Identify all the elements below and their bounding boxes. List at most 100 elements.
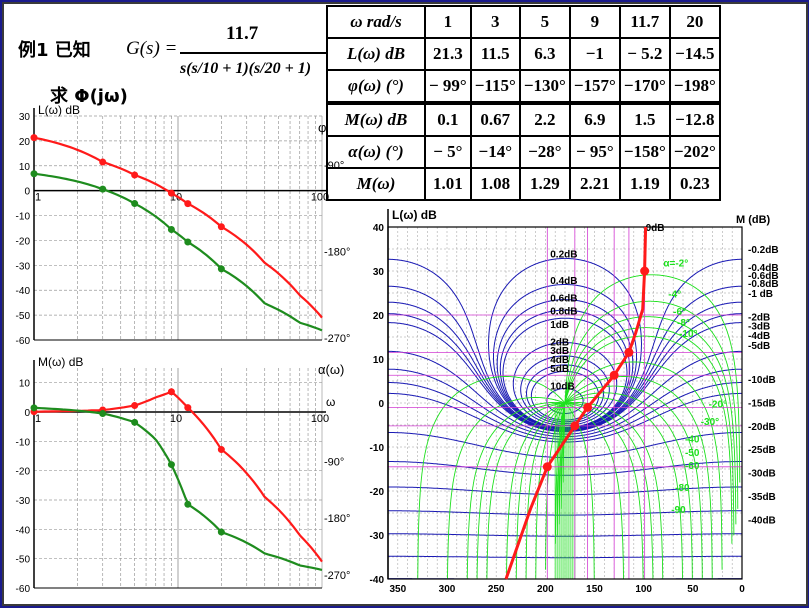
y-tick-label: -60 xyxy=(16,584,31,595)
x-tick-label: 200 xyxy=(537,584,554,595)
m-label: -1 dB xyxy=(748,289,773,300)
y-tick-label: -40 xyxy=(16,286,31,297)
y-tick-label: -30 xyxy=(16,496,31,507)
phase-tick-label: -180° xyxy=(324,513,350,525)
table-cell: 2.21 xyxy=(568,167,621,201)
table-row-label: ω rad/s xyxy=(326,5,426,39)
data-point xyxy=(30,404,38,412)
data-point xyxy=(167,189,175,197)
data-point xyxy=(184,404,192,412)
y-axis-label: M(ω) dB xyxy=(38,355,83,369)
data-table: ω rad/s 1 3 5 9 11.7 20 L(ω) dB 21.3 11.5 6.3 −1− 5… xyxy=(326,5,721,201)
y-tick-label: -30 xyxy=(370,531,385,542)
y-tick-label: 10 xyxy=(373,355,385,366)
example-title: 例1 已知 xyxy=(18,40,91,61)
table-cell: 2.2 xyxy=(518,102,571,137)
m-contour xyxy=(496,299,634,429)
x-tick-label: 250 xyxy=(488,584,505,595)
m-label: -15dB xyxy=(748,398,776,409)
table-row: α(ω) (°) − 5° −14° −28° − 95° −158° −202° xyxy=(326,135,721,169)
x-tick-label: 150 xyxy=(586,584,603,595)
table-cell: − 99° xyxy=(424,69,472,105)
m-label: -0.2dB xyxy=(748,245,779,256)
alpha-contour xyxy=(554,335,733,544)
data-point xyxy=(131,402,139,410)
data-point xyxy=(609,370,619,380)
table-cell: 5 xyxy=(518,5,571,39)
y-tick-label: -50 xyxy=(16,311,31,322)
data-point xyxy=(217,265,225,273)
m-label-inner: 1dB xyxy=(550,320,569,331)
alpha-contour xyxy=(515,392,693,579)
y-tick-label: 0 xyxy=(24,187,30,198)
closed-loop-bode-chart: 100-10-20-30-40-50-601 10 100-90°-180°-270… xyxy=(16,355,351,595)
table-cell: − 95° xyxy=(568,135,621,169)
y-tick-label: -40 xyxy=(370,575,385,586)
table-row: φ(ω) (°) − 99° −115° −130° −157° −170° −198° xyxy=(326,69,721,105)
table-cell: 0.67 xyxy=(469,102,521,137)
right-axis-label: α(ω) xyxy=(318,362,344,377)
data-point xyxy=(217,223,225,231)
data-point xyxy=(542,462,552,472)
table-cell: −14.5 xyxy=(668,37,721,71)
m-label-inner: 2dB xyxy=(550,337,569,348)
formula-box: 例1 已知 G(s) = 11.7 s(s/10 + 1)(s/20 + 1) … xyxy=(10,10,330,107)
m-label-inner: 10dB xyxy=(550,381,574,392)
m-label-inner: 3dB xyxy=(550,346,569,357)
data-point xyxy=(184,500,192,508)
data-point xyxy=(184,200,192,208)
m-label-inner: 5dB xyxy=(550,364,569,375)
table-row: L(ω) dB 21.3 11.5 6.3 −1− 5.2 −14.5 xyxy=(326,37,721,71)
table-cell: −12.8 xyxy=(668,102,721,137)
alpha-contour xyxy=(447,397,624,579)
phase-tick-label: -270° xyxy=(324,333,350,345)
data-point xyxy=(217,528,225,536)
table-cell: 9 xyxy=(568,5,621,39)
x-tick-label: 50 xyxy=(687,584,699,595)
alpha-contour xyxy=(417,376,595,579)
alpha-label: -20° xyxy=(709,399,727,410)
m-label: -0.4dB xyxy=(748,263,779,274)
alpha-label: -8° xyxy=(677,318,690,329)
table-cell: −115° xyxy=(469,69,521,105)
x-tick-label: 10 xyxy=(170,413,182,425)
alpha-label: -6° xyxy=(673,307,686,318)
question-text: 求 Φ(jω) xyxy=(50,86,128,107)
data-point xyxy=(30,170,38,178)
m-contour xyxy=(488,257,642,430)
x-tick-label: 1 xyxy=(35,413,41,425)
data-point xyxy=(131,200,139,208)
x-tick-label: 0 xyxy=(739,584,745,595)
table-cell: 0.23 xyxy=(668,167,721,201)
y-tick-label: -20 xyxy=(16,236,31,247)
m-label: -30dB xyxy=(748,469,776,480)
table-cell: −170° xyxy=(618,69,671,105)
y-tick-label: 30 xyxy=(373,267,385,278)
m-contour xyxy=(499,309,631,429)
alpha-label: α=-2° xyxy=(663,259,688,270)
table-cell: 1.01 xyxy=(424,167,472,201)
data-point xyxy=(167,225,175,233)
table-row: ω rad/s 1 3 5 9 11.7 20 xyxy=(326,5,721,39)
m-label: -0.8dB xyxy=(748,279,779,290)
m-label-inner: 0.2dB xyxy=(550,249,577,260)
x-axis-label: ω xyxy=(326,395,335,409)
table-cell: 6.3 xyxy=(518,37,571,71)
table-row-label: M(ω) xyxy=(326,167,426,201)
table-cell: −1 xyxy=(568,37,621,71)
alpha-contour xyxy=(486,401,664,579)
phase-curve xyxy=(33,406,323,571)
table-row-label: φ(ω) (°) xyxy=(326,69,426,105)
m-label: -4dB xyxy=(748,331,770,342)
data-point xyxy=(30,134,38,142)
table-cell: 1.19 xyxy=(618,167,671,201)
alpha-contour xyxy=(556,327,735,536)
m-label: -10dB xyxy=(748,375,776,386)
m-label: -3dB xyxy=(748,322,770,333)
phase-tick-label: -270° xyxy=(324,570,350,582)
y-tick-label: -40 xyxy=(16,525,31,536)
x-tick-label: 100 xyxy=(311,192,329,204)
alpha-contour xyxy=(535,376,713,579)
m-label: -40dB xyxy=(748,515,776,526)
